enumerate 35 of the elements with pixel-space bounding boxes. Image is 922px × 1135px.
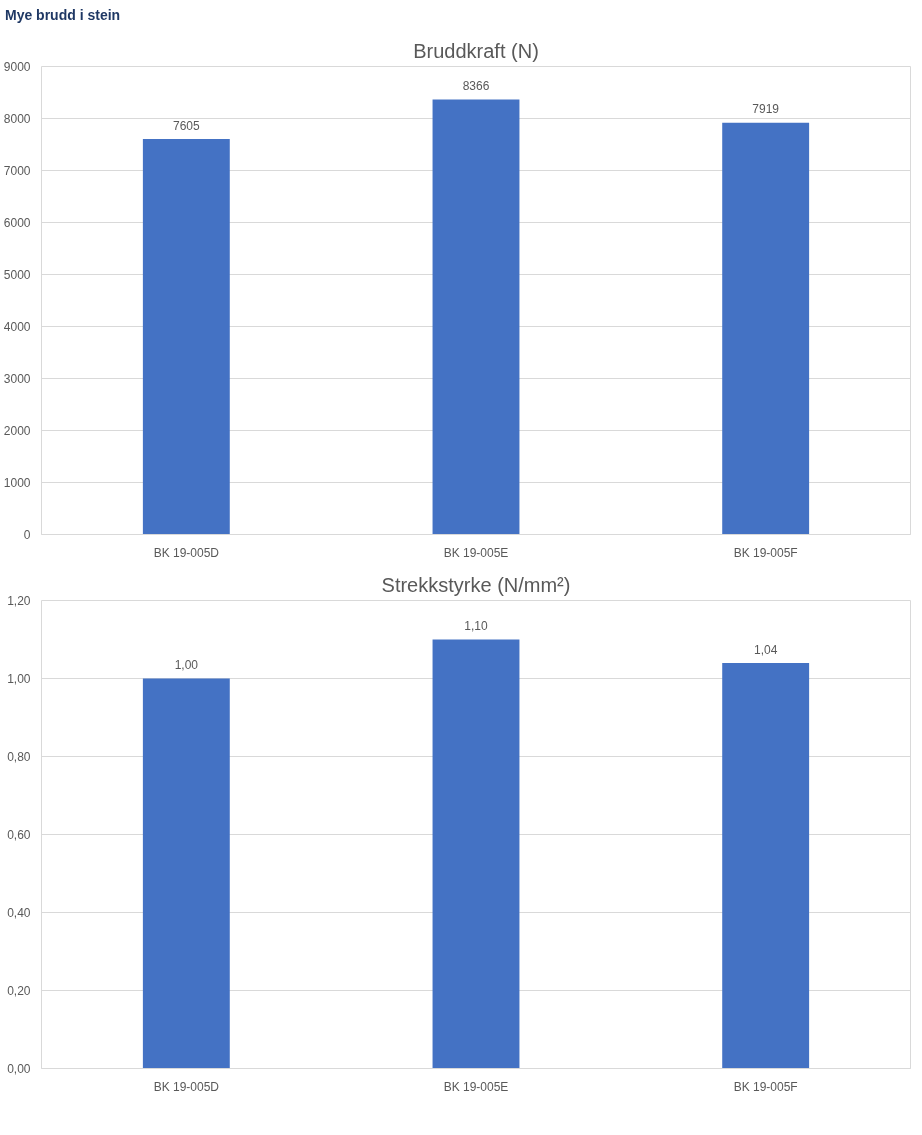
data-label: 7919 — [752, 102, 780, 117]
data-label: 1,10 — [464, 619, 488, 634]
bar — [142, 678, 230, 1069]
x-tick-label: BK 19-005E — [443, 1079, 509, 1094]
chart-title: Strekkstyrke (N/mm²) — [381, 573, 571, 596]
y-tick-label: 0,20 — [7, 984, 31, 998]
bar — [722, 662, 810, 1069]
y-tick-label: 0 — [23, 528, 31, 542]
x-tick-label: BK 19-005E — [443, 545, 509, 560]
y-tick-label: 7000 — [3, 164, 31, 178]
y-tick-label: 8000 — [3, 112, 31, 126]
bar — [432, 639, 520, 1069]
y-tick-label: 0,60 — [7, 828, 31, 842]
y-tick-label: 4000 — [3, 320, 31, 334]
data-label: 8366 — [462, 79, 490, 94]
data-label: 1,04 — [753, 642, 778, 657]
y-tick-label: 2000 — [3, 424, 31, 438]
text: Mye brudd i stein — [5, 6, 121, 25]
y-tick-label: 0,80 — [7, 750, 31, 764]
y-tick-label: 5000 — [3, 268, 31, 282]
y-tick-label: 1,00 — [7, 672, 31, 686]
y-tick-label: 9000 — [3, 60, 31, 74]
x-tick-label: BK 19-005F — [733, 545, 798, 560]
y-tick-label: 0,40 — [7, 906, 31, 920]
y-tick-label: 6000 — [3, 216, 31, 230]
x-tick-label: BK 19-005D — [153, 1079, 220, 1094]
data-label: 7605 — [172, 118, 201, 133]
x-tick-label: BK 19-005D — [153, 545, 220, 560]
y-tick-label: 0,00 — [7, 1062, 31, 1076]
chart-title: Bruddkraft (N) — [413, 39, 539, 62]
x-tick-label: BK 19-005F — [733, 1079, 798, 1094]
data-label: 1,00 — [174, 658, 199, 673]
y-tick-label: 1000 — [3, 476, 31, 490]
y-tick-label: 1,20 — [7, 594, 31, 608]
y-tick-label: 3000 — [3, 372, 31, 386]
